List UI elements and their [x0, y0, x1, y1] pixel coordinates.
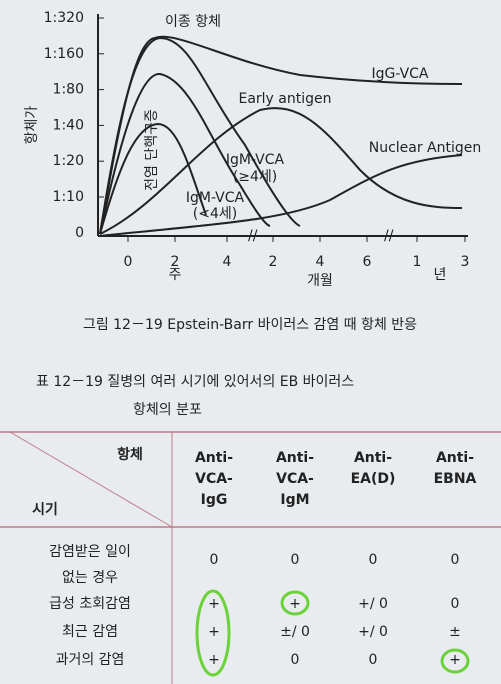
- cell: 0: [291, 552, 300, 568]
- cell: +/ 0: [358, 596, 388, 612]
- x-tick-label: 4: [223, 254, 232, 270]
- curve-nuclear-antigen: [99, 154, 463, 237]
- curve-label: IgM-VCA: [226, 152, 285, 168]
- cell: ±/ 0: [280, 624, 310, 640]
- curve-early-antigen: [99, 107, 463, 235]
- x-tick-label: 3: [461, 254, 470, 270]
- highlight: [195, 589, 231, 677]
- curve-label: 전염 단핵구증: [144, 109, 160, 191]
- cell: 0: [451, 596, 460, 612]
- cell: +: [449, 652, 461, 668]
- axis-break: //: [248, 228, 258, 244]
- curve-label: Early antigen: [238, 91, 331, 107]
- cell: +: [208, 652, 220, 668]
- column-header: IgM: [280, 492, 309, 508]
- y-tick-label: 1:320: [44, 10, 84, 26]
- table-title: 항체의 분포: [133, 402, 202, 418]
- column-header: Anti-: [354, 450, 392, 466]
- cell: 0: [451, 552, 460, 568]
- x-tick-label: 2: [269, 254, 278, 270]
- y-tick-label: 1:20: [53, 153, 84, 169]
- x-tick-label: 2: [171, 254, 180, 270]
- y-tick-label: 1:80: [53, 82, 84, 98]
- curve-label: IgG-VCA: [371, 66, 428, 82]
- cell: +: [289, 596, 301, 612]
- cell: 0: [369, 652, 378, 668]
- x-unit-label: 주: [169, 267, 182, 283]
- x-tick-label: 1: [413, 254, 422, 270]
- highlight: [280, 590, 310, 616]
- column-header: Anti-: [195, 450, 233, 466]
- cell: 0: [210, 552, 219, 568]
- table-diagonal: [9, 431, 173, 528]
- cell: ±: [449, 624, 461, 640]
- curve-label: (≥4세): [233, 169, 277, 185]
- y-tick-label: 1:40: [53, 117, 84, 133]
- table-title: 표 12－19 질병의 여러 시기에 있어서의 EB 바이러스: [36, 374, 354, 390]
- corner-label: 시기: [32, 502, 58, 518]
- column-header: IgG: [201, 492, 228, 508]
- column-header: Anti-: [436, 450, 474, 466]
- column-header: EA(D): [351, 471, 396, 487]
- x-tick-label: 0: [124, 254, 133, 270]
- corner-label: 항체: [117, 446, 143, 463]
- cell: +: [208, 596, 220, 612]
- row-label: 없는 경우: [62, 570, 118, 586]
- x-tick-label: 4: [316, 254, 325, 270]
- curve-heterophile: [99, 36, 301, 235]
- y-tick-label: 1:10: [53, 189, 84, 205]
- row-label: 최근 감염: [62, 624, 118, 640]
- curve-label: 이종 항체: [165, 14, 221, 30]
- curve-label: IgM-VCA: [186, 190, 245, 206]
- y-tick-label: 0: [75, 225, 84, 241]
- cell: 0: [369, 552, 378, 568]
- column-header: Anti-: [276, 450, 314, 466]
- curve-label: (<4세): [193, 206, 237, 222]
- curve-igm-ge4: [99, 72, 271, 235]
- row-label: 급성 초회감염: [49, 596, 131, 612]
- axis-break: //: [384, 228, 394, 244]
- x-unit-label: 개월: [307, 273, 333, 289]
- cell: 0: [291, 652, 300, 668]
- column-header: VCA-: [276, 471, 314, 487]
- column-header: VCA-: [195, 471, 233, 487]
- x-tick-label: 6: [363, 254, 372, 270]
- row-label: 감염받은 일이: [49, 544, 131, 560]
- curve-igm-lt4: [99, 122, 207, 235]
- x-unit-label: 년: [434, 267, 447, 283]
- y-tick-label: 1:160: [44, 46, 84, 62]
- caption: 그림 12－19 Epstein-Barr 바이러스 감염 때 항체 반응: [83, 317, 417, 333]
- curve-label: Nuclear Antigen: [369, 140, 482, 156]
- highlight: [440, 648, 470, 674]
- row-label: 과거의 감염: [56, 652, 125, 668]
- cell: +: [208, 624, 220, 640]
- y-axis-label: 항체가: [24, 106, 40, 145]
- cell: +/ 0: [358, 624, 388, 640]
- column-header: EBNA: [434, 471, 477, 487]
